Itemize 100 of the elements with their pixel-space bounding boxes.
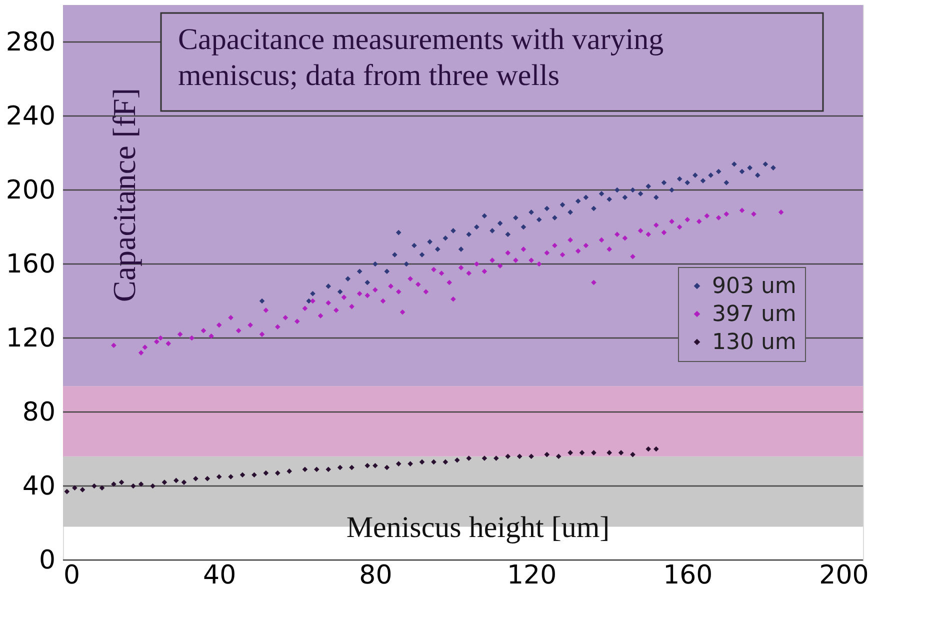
point <box>575 198 581 204</box>
point <box>434 246 440 252</box>
point <box>111 482 116 487</box>
point <box>568 450 573 456</box>
y-tick-label: 280 <box>6 28 56 58</box>
point <box>513 215 518 220</box>
point <box>614 187 620 193</box>
point <box>494 456 499 461</box>
point <box>638 191 644 196</box>
y-tick-label: 120 <box>6 324 56 354</box>
point <box>591 450 596 456</box>
point <box>490 228 495 234</box>
y-tick-label: 80 <box>22 398 56 428</box>
y-tick-label: 200 <box>6 176 56 206</box>
point <box>302 466 308 472</box>
point <box>747 165 752 170</box>
point <box>427 239 432 244</box>
point <box>372 463 378 468</box>
point <box>252 472 257 478</box>
point <box>384 268 390 274</box>
point <box>384 464 390 470</box>
point <box>396 461 402 466</box>
point <box>263 470 269 476</box>
point <box>528 210 534 215</box>
x-axis-title: Meniscus height [um] <box>346 511 610 544</box>
point <box>454 457 460 463</box>
point <box>442 235 448 241</box>
point <box>520 224 526 230</box>
point <box>64 488 70 494</box>
point <box>692 172 698 178</box>
point <box>174 478 179 484</box>
point <box>544 452 550 458</box>
point <box>556 454 562 460</box>
y-tick-label: 240 <box>6 102 56 132</box>
x-tick-label: 200 <box>819 560 869 590</box>
point <box>408 461 413 466</box>
y-tick-label: 160 <box>6 250 56 280</box>
point <box>204 476 210 482</box>
point <box>450 228 456 234</box>
legend-label: 130 um <box>712 330 796 355</box>
point <box>732 161 737 167</box>
point <box>138 482 144 487</box>
point <box>505 232 511 238</box>
point <box>345 276 351 282</box>
point <box>442 459 448 465</box>
x-tick-label: 120 <box>506 560 557 590</box>
legend-label: 903 um <box>712 274 796 299</box>
point <box>654 194 659 200</box>
point <box>622 194 628 200</box>
point <box>337 464 343 470</box>
point <box>482 213 488 219</box>
point <box>568 210 573 215</box>
point <box>762 161 768 167</box>
point <box>364 463 370 468</box>
point <box>739 168 745 174</box>
point <box>404 261 410 267</box>
point <box>466 456 472 461</box>
point <box>516 454 522 460</box>
point <box>356 268 362 274</box>
point <box>99 485 105 490</box>
point <box>708 172 714 178</box>
point <box>364 280 370 286</box>
y-tick-label: 40 <box>22 472 56 502</box>
x-tick-label: 80 <box>359 560 392 590</box>
point <box>676 176 682 182</box>
point <box>505 454 511 460</box>
point <box>326 466 332 472</box>
point <box>466 232 472 238</box>
point <box>497 220 503 226</box>
point <box>286 468 292 474</box>
point <box>419 459 425 465</box>
point <box>528 454 534 460</box>
point <box>544 206 550 212</box>
x-tick-label: 40 <box>203 560 236 590</box>
point <box>274 470 280 476</box>
x-tick-label: 0 <box>64 560 80 590</box>
point <box>606 196 612 202</box>
text: Capacitance measurements with varying meniscus; data from three wells <box>178 23 664 92</box>
point <box>661 180 667 186</box>
point <box>396 230 402 236</box>
point <box>684 180 690 186</box>
point <box>259 298 265 304</box>
point <box>583 194 589 200</box>
point <box>646 446 652 452</box>
point <box>326 284 332 289</box>
y-axis-title: Capacitance [fF] <box>106 88 142 302</box>
point <box>770 165 776 170</box>
point <box>536 216 542 222</box>
point <box>606 450 612 456</box>
point <box>193 476 198 482</box>
point <box>724 180 730 186</box>
point <box>392 252 398 258</box>
point <box>716 168 722 174</box>
point <box>754 172 760 178</box>
point <box>228 474 234 480</box>
point <box>240 472 246 478</box>
point <box>314 466 320 472</box>
point <box>646 184 652 189</box>
point <box>72 485 78 490</box>
x-tick-label: 160 <box>663 560 713 590</box>
